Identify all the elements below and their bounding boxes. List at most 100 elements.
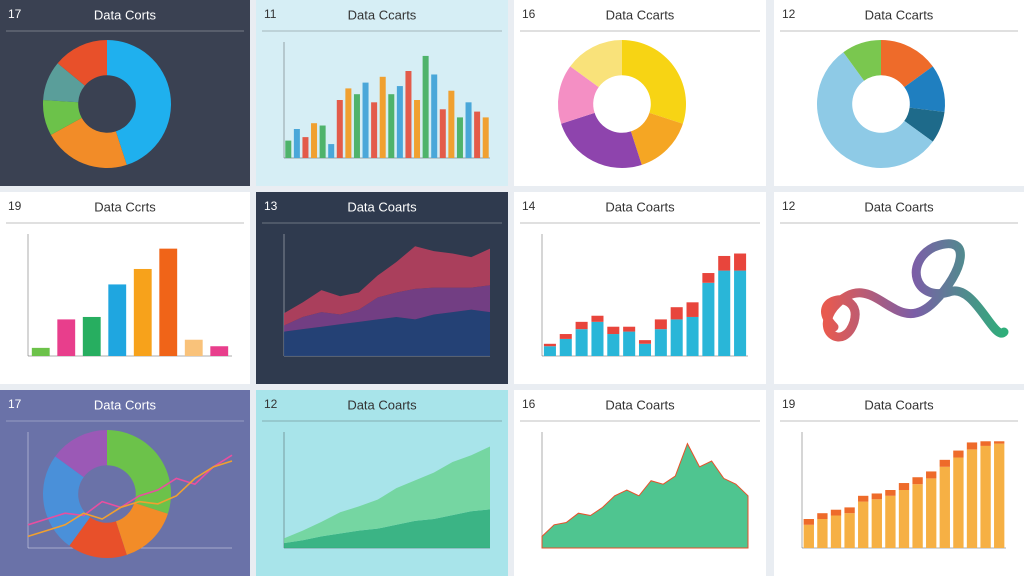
bar-segment xyxy=(980,441,991,446)
pie-slice xyxy=(843,40,881,81)
tile-number: 14 xyxy=(522,199,536,213)
area xyxy=(284,246,490,326)
pie-slice xyxy=(43,63,85,103)
chart-title: Data Coarts xyxy=(864,199,934,214)
area xyxy=(284,309,490,356)
bar-segment xyxy=(591,315,604,322)
chart-title: Data Coarts xyxy=(605,199,675,214)
bar-segment xyxy=(543,346,556,356)
pie-slice xyxy=(107,430,171,514)
pie-slice xyxy=(558,66,599,124)
bar-segment xyxy=(591,321,604,356)
bar-segment xyxy=(623,331,636,356)
bar-segment xyxy=(654,329,667,356)
tile-number: 19 xyxy=(8,199,22,213)
chart-tile: Data Coarts 13 xyxy=(256,192,508,384)
spiral-ribbon xyxy=(821,239,1009,342)
bar-segment xyxy=(623,326,636,332)
bar-segment xyxy=(575,329,588,356)
bar-segment xyxy=(939,459,950,467)
bar-segment xyxy=(559,334,572,339)
bar xyxy=(210,346,229,356)
area xyxy=(284,285,490,332)
bar xyxy=(31,347,50,356)
tile-number: 17 xyxy=(8,397,22,411)
bar-segment xyxy=(803,524,814,548)
bar xyxy=(345,88,352,158)
bar-segment xyxy=(885,495,896,548)
tile-number: 16 xyxy=(522,397,536,411)
bar-segment xyxy=(702,282,715,356)
bar-segment xyxy=(686,302,699,317)
bar-segment xyxy=(718,270,731,356)
bar xyxy=(371,102,378,158)
pie-slice xyxy=(43,99,82,135)
pie-slice xyxy=(57,40,107,86)
tile-number: 12 xyxy=(782,199,796,213)
chart-tile: Data Coarts 14 xyxy=(514,192,766,384)
bar-segment xyxy=(575,321,588,330)
bar-segment xyxy=(686,316,699,356)
bar-segment xyxy=(734,270,747,356)
chart-tile: Data Ccarts 16 xyxy=(514,0,766,186)
bar xyxy=(311,123,318,158)
tile-number: 12 xyxy=(782,7,796,21)
line xyxy=(27,454,233,526)
tile-background xyxy=(774,192,1024,384)
chart-tile: Data Coarts 12 xyxy=(256,390,508,576)
bar xyxy=(474,111,481,158)
bar xyxy=(328,144,335,158)
chart-tile: Data Ccarts 11 xyxy=(256,0,508,186)
pie-slice xyxy=(630,112,683,165)
chart-title: Data Ccarts xyxy=(865,7,934,22)
bar xyxy=(108,284,127,356)
chart-title: Data Coarts xyxy=(605,397,675,412)
bar-segment xyxy=(966,449,978,548)
bar-segment xyxy=(912,477,923,485)
bar xyxy=(353,94,360,158)
bar-segment xyxy=(830,509,842,516)
bar-segment xyxy=(980,445,991,548)
chart-title: Data Corts xyxy=(94,397,157,412)
bar-segment xyxy=(858,501,869,548)
bar xyxy=(285,140,292,158)
bar xyxy=(293,129,300,158)
pie-slice xyxy=(107,40,171,165)
bar xyxy=(336,100,343,158)
bar-segment xyxy=(844,507,855,514)
chart-title: Data Corts xyxy=(94,7,157,22)
bar-segment xyxy=(953,457,964,548)
bar-segment xyxy=(607,334,620,356)
bar-segment xyxy=(543,343,556,347)
chart-tile: Data Coarts 12 xyxy=(774,192,1024,384)
pie-slice xyxy=(69,517,127,558)
pie-slice xyxy=(881,40,933,88)
chart-title: Data Coarts xyxy=(864,397,934,412)
chart-title: Data Ccrts xyxy=(94,199,156,214)
bar xyxy=(379,76,386,158)
tile-number: 12 xyxy=(264,397,278,411)
chart-title: Data Ccarts xyxy=(606,7,675,22)
pie-slice xyxy=(817,52,933,168)
tile-number: 13 xyxy=(264,199,278,213)
bar-segment xyxy=(638,340,652,344)
chart-tile: Data Corts 17 xyxy=(0,0,250,186)
bar-segment xyxy=(670,307,683,320)
bar-segment xyxy=(994,441,1005,444)
bar xyxy=(302,137,309,158)
bar xyxy=(482,117,489,158)
tile-number: 17 xyxy=(8,7,22,21)
bar-segment xyxy=(559,338,572,356)
bar-segment xyxy=(817,519,828,548)
bar-segment xyxy=(607,326,620,335)
area xyxy=(284,446,490,544)
bar xyxy=(133,268,152,356)
bar xyxy=(184,339,203,356)
bar xyxy=(362,82,369,158)
bar-segment xyxy=(830,515,842,548)
chart-tile: Data Ccarts 12 xyxy=(774,0,1024,186)
bar-segment xyxy=(912,484,923,548)
bar xyxy=(405,71,412,158)
bar xyxy=(422,55,429,158)
